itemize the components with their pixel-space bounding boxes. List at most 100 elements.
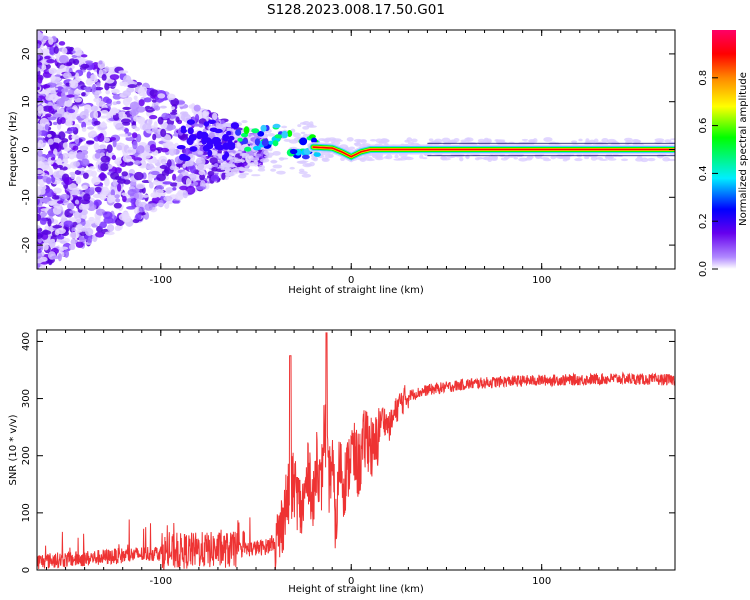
heatmap-cell bbox=[122, 97, 131, 106]
heatmap-cell bbox=[159, 164, 168, 169]
heatmap-cell bbox=[81, 185, 89, 190]
heatmap-cell bbox=[133, 192, 140, 199]
heatmap-cell bbox=[212, 112, 218, 121]
heatmap-cell bbox=[130, 199, 136, 204]
heatmap-cell bbox=[274, 134, 284, 139]
heatmap-cell bbox=[58, 246, 69, 251]
heatmap-cell bbox=[199, 173, 206, 181]
heatmap-cell bbox=[254, 138, 261, 146]
heatmap-cell bbox=[321, 157, 330, 163]
heatmap-cell bbox=[63, 249, 70, 258]
heatmap-cell bbox=[234, 166, 245, 171]
heatmap-cell bbox=[83, 193, 91, 202]
heatmap-cell bbox=[81, 126, 87, 132]
heatmap-cell bbox=[91, 83, 97, 93]
heatmap-cell bbox=[166, 124, 174, 132]
heatmap-cell bbox=[118, 111, 124, 119]
heatmap-cell bbox=[61, 88, 69, 93]
heatmap-cell bbox=[110, 171, 120, 180]
heatmap-cell bbox=[91, 170, 98, 178]
heatmap-cell bbox=[193, 104, 201, 112]
heatmap-cell bbox=[67, 89, 74, 97]
heatmap-cell bbox=[171, 109, 178, 113]
heatmap-cell bbox=[202, 112, 209, 117]
heatmap-cell bbox=[122, 90, 132, 97]
colorbar: 0.0 0.2 0.4 0.6 0.8 Normalized spectral ampl… bbox=[698, 30, 749, 277]
heatmap-cell bbox=[70, 238, 76, 247]
heatmap-cell bbox=[83, 86, 93, 90]
heatmap-cell bbox=[151, 99, 157, 103]
heatmap-cell bbox=[63, 220, 74, 228]
heatmap-cell bbox=[205, 164, 212, 169]
heatmap-cell bbox=[37, 188, 42, 197]
heatmap-cell bbox=[39, 48, 50, 55]
heatmap-cell bbox=[281, 130, 289, 139]
heatmap-cell bbox=[298, 160, 309, 163]
heatmap-cell bbox=[37, 31, 44, 41]
heatmap-cell bbox=[253, 145, 261, 151]
heatmap-cell bbox=[241, 167, 250, 172]
heatmap-cell bbox=[58, 131, 66, 140]
heatmap-cell bbox=[81, 92, 86, 97]
heatmap-cell bbox=[393, 158, 403, 161]
heatmap-cell bbox=[88, 166, 96, 170]
heatmap-cell bbox=[46, 133, 52, 138]
heatmap-cell bbox=[51, 195, 60, 200]
heatmap-cell bbox=[37, 105, 44, 114]
heatmap-cell bbox=[111, 111, 117, 116]
heatmap-cell bbox=[369, 138, 377, 142]
heatmap-cell bbox=[49, 46, 56, 55]
heatmap-cell bbox=[64, 100, 73, 107]
heatmap-cell bbox=[459, 156, 464, 162]
x-tick-label: -100 bbox=[149, 275, 172, 286]
heatmap-cell bbox=[80, 158, 90, 167]
heatmap-cell bbox=[37, 43, 40, 48]
heatmap-cell bbox=[37, 258, 44, 263]
heatmap-cell bbox=[453, 138, 460, 143]
heatmap-cell bbox=[79, 145, 89, 152]
heatmap-cell bbox=[37, 126, 42, 131]
heatmap-cell bbox=[574, 157, 583, 162]
heatmap-cell bbox=[67, 112, 77, 122]
heatmap-cell bbox=[52, 206, 62, 215]
heatmap-cell bbox=[37, 169, 44, 175]
heatmap-cell bbox=[550, 155, 557, 160]
heatmap-cell bbox=[37, 206, 41, 215]
heatmap-cell bbox=[181, 155, 191, 162]
heatmap-cell bbox=[186, 137, 194, 146]
heatmap-cell bbox=[69, 210, 76, 214]
heatmap-cell bbox=[94, 186, 102, 193]
heatmap-cell bbox=[98, 60, 103, 65]
heatmap-cell bbox=[118, 133, 129, 137]
heatmap-cell bbox=[100, 155, 111, 163]
heatmap-cell bbox=[49, 93, 59, 101]
colorbar-tick-label: 0.2 bbox=[698, 213, 709, 229]
heatmap-cell bbox=[375, 138, 383, 143]
heatmap-cell bbox=[656, 153, 664, 159]
heatmap-cell bbox=[163, 195, 173, 202]
heatmap-cell bbox=[217, 160, 225, 164]
heatmap-cell bbox=[197, 150, 204, 155]
heatmap-cell bbox=[599, 158, 609, 161]
heatmap-cell bbox=[46, 58, 56, 64]
heatmap-cell bbox=[121, 192, 128, 196]
heatmap-cell bbox=[168, 147, 177, 156]
heatmap-cell bbox=[272, 123, 281, 129]
heatmap-cell bbox=[230, 122, 240, 130]
heatmap-cell bbox=[283, 138, 291, 142]
heatmap-cell bbox=[100, 110, 109, 114]
heatmap-cell bbox=[144, 144, 151, 152]
heatmap-cell bbox=[142, 123, 152, 132]
heatmap-cell bbox=[276, 170, 286, 175]
heatmap-cell bbox=[121, 214, 132, 223]
heatmap-cell bbox=[128, 186, 136, 190]
heatmap-cell bbox=[48, 239, 56, 249]
heatmap-cell bbox=[136, 133, 142, 143]
heatmap-cell bbox=[185, 178, 191, 187]
heatmap-cell bbox=[346, 137, 354, 142]
heatmap-cell bbox=[209, 127, 217, 132]
heatmap-cell bbox=[84, 222, 92, 229]
heatmap-cell bbox=[272, 164, 283, 169]
snr-x-ticks: -100 0 100 bbox=[46, 330, 676, 587]
heatmap-cell bbox=[59, 117, 66, 124]
